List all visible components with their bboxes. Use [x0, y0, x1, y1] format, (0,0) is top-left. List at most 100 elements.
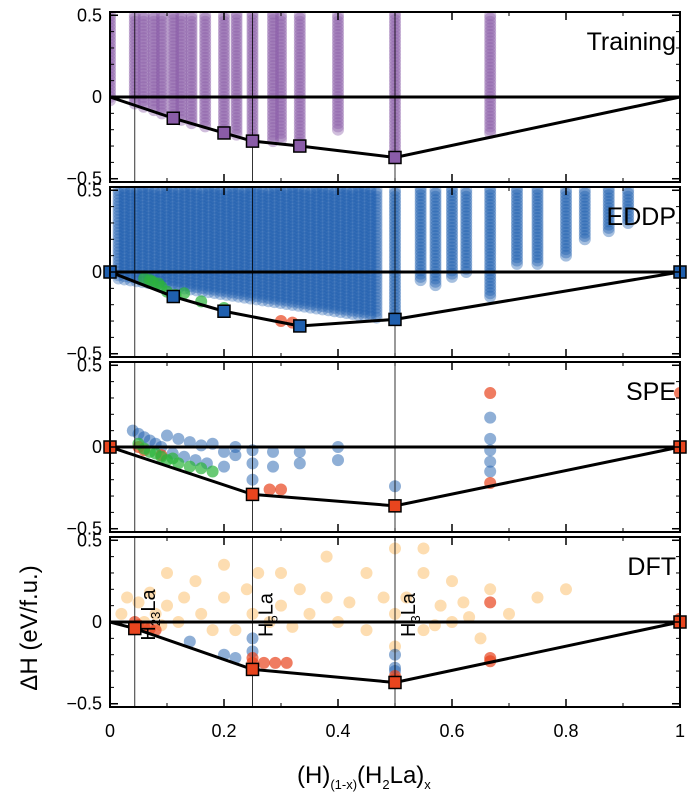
eddp-point	[560, 216, 572, 229]
eddp-point	[280, 288, 293, 301]
eddp-point	[166, 274, 179, 287]
eddp-point	[118, 237, 131, 250]
eddp-point	[256, 215, 269, 228]
eddp-point	[304, 288, 317, 301]
eddp-point	[244, 207, 257, 220]
eddp-point	[262, 295, 275, 308]
training-point	[293, 84, 306, 97]
eddp-point	[130, 226, 143, 239]
eddp-point	[352, 272, 365, 285]
eddp-point	[334, 204, 347, 217]
eddp-point	[130, 242, 143, 255]
eddp-point	[172, 255, 185, 268]
eddp-point	[298, 232, 311, 245]
training-point	[275, 12, 287, 22]
training-point	[275, 48, 287, 61]
eddp-point	[232, 192, 245, 205]
eddp-point	[414, 248, 427, 261]
eddp-point	[142, 205, 155, 218]
eddp-point	[484, 238, 497, 251]
eddp-point	[238, 206, 251, 219]
eddp-point	[142, 237, 155, 250]
eddp-point	[346, 291, 359, 304]
training-point	[155, 45, 168, 58]
training-point	[275, 19, 287, 32]
training-point	[110, 35, 116, 48]
eddp-point	[346, 190, 359, 203]
eddp-point	[560, 223, 572, 236]
training-point	[167, 59, 180, 72]
eddp-point	[429, 252, 442, 265]
eddp-point	[202, 259, 215, 272]
eddp-point	[268, 204, 281, 217]
eddp-point	[280, 216, 293, 229]
eddp-point	[166, 221, 179, 234]
eddp-point	[112, 210, 125, 223]
eddp-point	[178, 275, 191, 288]
y-tick-label: 0	[92, 612, 102, 632]
training-point	[155, 15, 168, 28]
eddp-point	[214, 219, 227, 232]
eddp-point	[274, 244, 287, 257]
training-point	[199, 104, 212, 117]
eddp-point	[292, 283, 305, 296]
eddp-point	[178, 194, 191, 207]
eddp-point	[352, 249, 365, 262]
eddp-point	[244, 240, 257, 253]
training-point	[275, 100, 287, 113]
eddp-point	[124, 258, 137, 271]
eddp-point	[172, 209, 185, 222]
eddp-point	[184, 237, 197, 250]
eddp-point	[334, 214, 347, 227]
eddp-point	[256, 287, 269, 300]
eddp-point	[190, 199, 203, 212]
y-tick-label: 0.5	[77, 530, 102, 550]
eddp-point	[183, 436, 196, 449]
training-point	[293, 97, 306, 110]
training-point	[484, 113, 497, 126]
training-point	[293, 120, 306, 133]
eddp-point	[286, 187, 299, 200]
eddp-point	[190, 192, 203, 205]
training-point	[199, 51, 212, 64]
eddp-point	[232, 284, 245, 297]
training-point	[199, 100, 212, 113]
training-point	[137, 12, 150, 25]
eddp-point	[262, 239, 275, 252]
eddp-point	[578, 187, 591, 200]
eddp-point	[226, 227, 239, 240]
eddp-point	[172, 226, 185, 239]
eddp-point	[460, 203, 473, 216]
dft-point	[143, 586, 156, 599]
eddp-point	[232, 251, 245, 264]
eddp-point	[256, 187, 269, 199]
eddp-point	[208, 273, 221, 286]
eddp-point	[304, 255, 317, 268]
eddp-point	[262, 187, 275, 197]
eddp-point	[446, 221, 458, 234]
eddp-point	[118, 208, 131, 221]
eddp-point	[268, 198, 281, 211]
eddp-point	[232, 277, 245, 290]
eddp-point	[358, 224, 371, 237]
eddp-point	[268, 279, 281, 292]
eddp-point	[262, 259, 275, 272]
eddp-point	[484, 189, 497, 202]
eddp-point	[220, 207, 233, 220]
eddp-point	[268, 273, 281, 286]
dft-point	[293, 583, 306, 596]
eddp-point	[154, 236, 167, 249]
eddp-point	[274, 195, 287, 208]
eddp-point	[298, 274, 311, 287]
eddp-point	[340, 274, 353, 287]
eddp-point	[286, 279, 299, 292]
eddp-point	[232, 212, 245, 225]
eddp-point	[280, 206, 293, 219]
eddp-point	[178, 210, 191, 223]
eddp-point	[262, 193, 275, 206]
training-point	[332, 97, 344, 110]
eddp-point	[178, 233, 191, 246]
eddp-point	[136, 250, 149, 263]
eddp-point	[256, 228, 269, 241]
eddp-point	[310, 295, 323, 308]
